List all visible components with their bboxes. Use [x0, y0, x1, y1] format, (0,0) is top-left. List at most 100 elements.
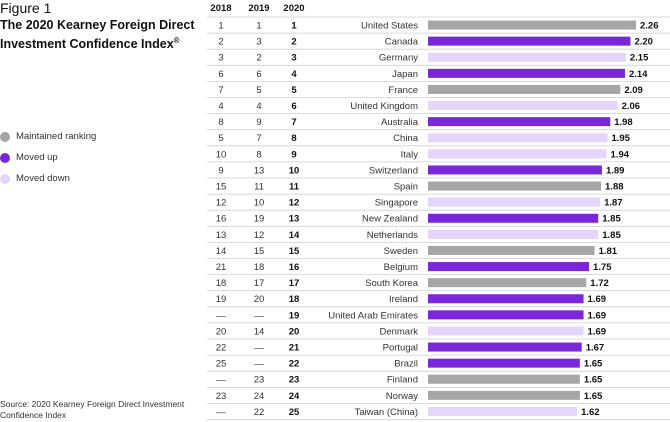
rank-2018: 19 [216, 294, 227, 305]
rank-2020: 4 [291, 69, 297, 80]
rank-2020: 6 [291, 101, 296, 112]
bar-portugal [428, 342, 582, 352]
rank-2018: 23 [216, 391, 227, 402]
value-label: 1.67 [586, 342, 605, 353]
rank-2019: 9 [256, 117, 261, 128]
country-label: New Zealand [362, 214, 418, 225]
value-label: 1.62 [581, 407, 600, 418]
country-label: Ireland [389, 294, 418, 305]
bar-south-korea [428, 278, 587, 288]
country-label: Japan [392, 69, 418, 80]
legend-dot-maintained-icon [0, 131, 10, 142]
rank-2019: 24 [254, 391, 265, 402]
rank-2020: 21 [289, 342, 300, 353]
country-label: Brazil [394, 359, 418, 370]
rank-2018: 6 [218, 69, 223, 80]
legend-item-maintained: Maintained ranking [0, 126, 96, 147]
rank-2019: 7 [256, 133, 261, 144]
country-label: Italy [401, 149, 419, 160]
bar-japan [428, 68, 625, 78]
country-label: United Arab Emirates [328, 310, 418, 321]
rank-2018: 5 [218, 133, 223, 144]
bar-singapore [428, 197, 601, 207]
rank-2020: 16 [289, 262, 300, 273]
rank-2019: 10 [254, 198, 265, 209]
rank-2019: — [254, 359, 264, 370]
bar-sweden [428, 245, 595, 255]
bar-belgium [428, 262, 590, 272]
bar-netherlands [428, 229, 599, 239]
rank-2018: 1 [218, 20, 223, 31]
value-label: 2.14 [629, 69, 648, 80]
country-label: Singapore [375, 198, 418, 209]
rank-2020: 17 [289, 278, 300, 289]
rank-2020: 1 [291, 20, 297, 31]
value-label: 1.88 [605, 181, 624, 192]
rank-2018: 22 [216, 342, 227, 353]
rank-2020: 12 [289, 198, 300, 209]
source-note: Source: 2020 Kearney Foreign Direct Inve… [0, 399, 185, 420]
bar-italy [428, 149, 607, 159]
value-label: 1.72 [590, 278, 609, 289]
country-label: United States [361, 20, 418, 31]
rank-2018: 18 [216, 278, 227, 289]
bar-brazil [428, 358, 580, 368]
rank-2018: 4 [218, 101, 223, 112]
value-label: 2.09 [624, 85, 643, 96]
rank-2020: 14 [289, 230, 300, 241]
rank-2020: 10 [289, 165, 300, 176]
value-label: 2.06 [622, 101, 641, 112]
rank-2019: 1 [256, 20, 261, 31]
country-label: Belgium [384, 262, 418, 273]
rank-2018: 16 [216, 214, 227, 225]
rank-2018: 14 [216, 246, 227, 257]
rank-2019: 11 [254, 181, 264, 192]
rank-2019: 5 [256, 85, 261, 96]
figure-label: Figure 1 [0, 0, 52, 16]
rank-2020: 25 [289, 407, 300, 418]
bar-ireland [428, 294, 584, 304]
rank-2020: 18 [289, 294, 300, 305]
rank-2019: 18 [254, 262, 265, 273]
bar-spain [428, 181, 602, 191]
rank-2020: 20 [289, 326, 300, 337]
rank-2020: 24 [289, 391, 300, 402]
legend-label-maintained: Maintained ranking [16, 131, 97, 142]
value-label: 1.69 [588, 294, 607, 305]
rank-2019: 20 [254, 294, 265, 305]
bar-united-kingdom [428, 101, 618, 111]
bar-united-states [428, 20, 636, 30]
rank-2019: 12 [254, 230, 265, 241]
rank-2018: 7 [218, 85, 223, 96]
rank-2018: 12 [216, 198, 227, 209]
value-label: 2.20 [634, 37, 653, 48]
country-label: Finland [387, 375, 418, 386]
legend-item-moved-up: Moved up [0, 147, 96, 168]
rank-2019: 8 [256, 149, 261, 160]
rank-2018: — [216, 310, 226, 321]
bar-germany [428, 52, 626, 62]
country-label: Denmark [379, 326, 418, 337]
rank-2019: 13 [254, 165, 265, 176]
rank-2018: 21 [216, 262, 227, 273]
rank-2020: 11 [289, 181, 300, 192]
country-label: Spain [394, 181, 418, 192]
rank-2020: 2 [291, 37, 296, 48]
country-label: United Kingdom [350, 101, 418, 112]
bar-new-zealand [428, 213, 599, 223]
country-label: Switzerland [369, 165, 418, 176]
country-label: Norway [386, 391, 418, 402]
rank-2019: — [254, 342, 264, 353]
country-label: France [388, 85, 418, 96]
rank-2020: 8 [291, 133, 296, 144]
legend-dot-moved-down-icon [0, 173, 10, 184]
bar-norway [428, 390, 580, 400]
column-header-2019: 2019 [248, 3, 269, 14]
legend-item-moved-down: Moved down [0, 168, 96, 189]
rank-2018: 15 [216, 181, 227, 192]
rank-2019: 6 [256, 69, 261, 80]
bar-finland [428, 374, 580, 384]
rank-2019: — [254, 310, 264, 321]
bar-china [428, 133, 608, 143]
